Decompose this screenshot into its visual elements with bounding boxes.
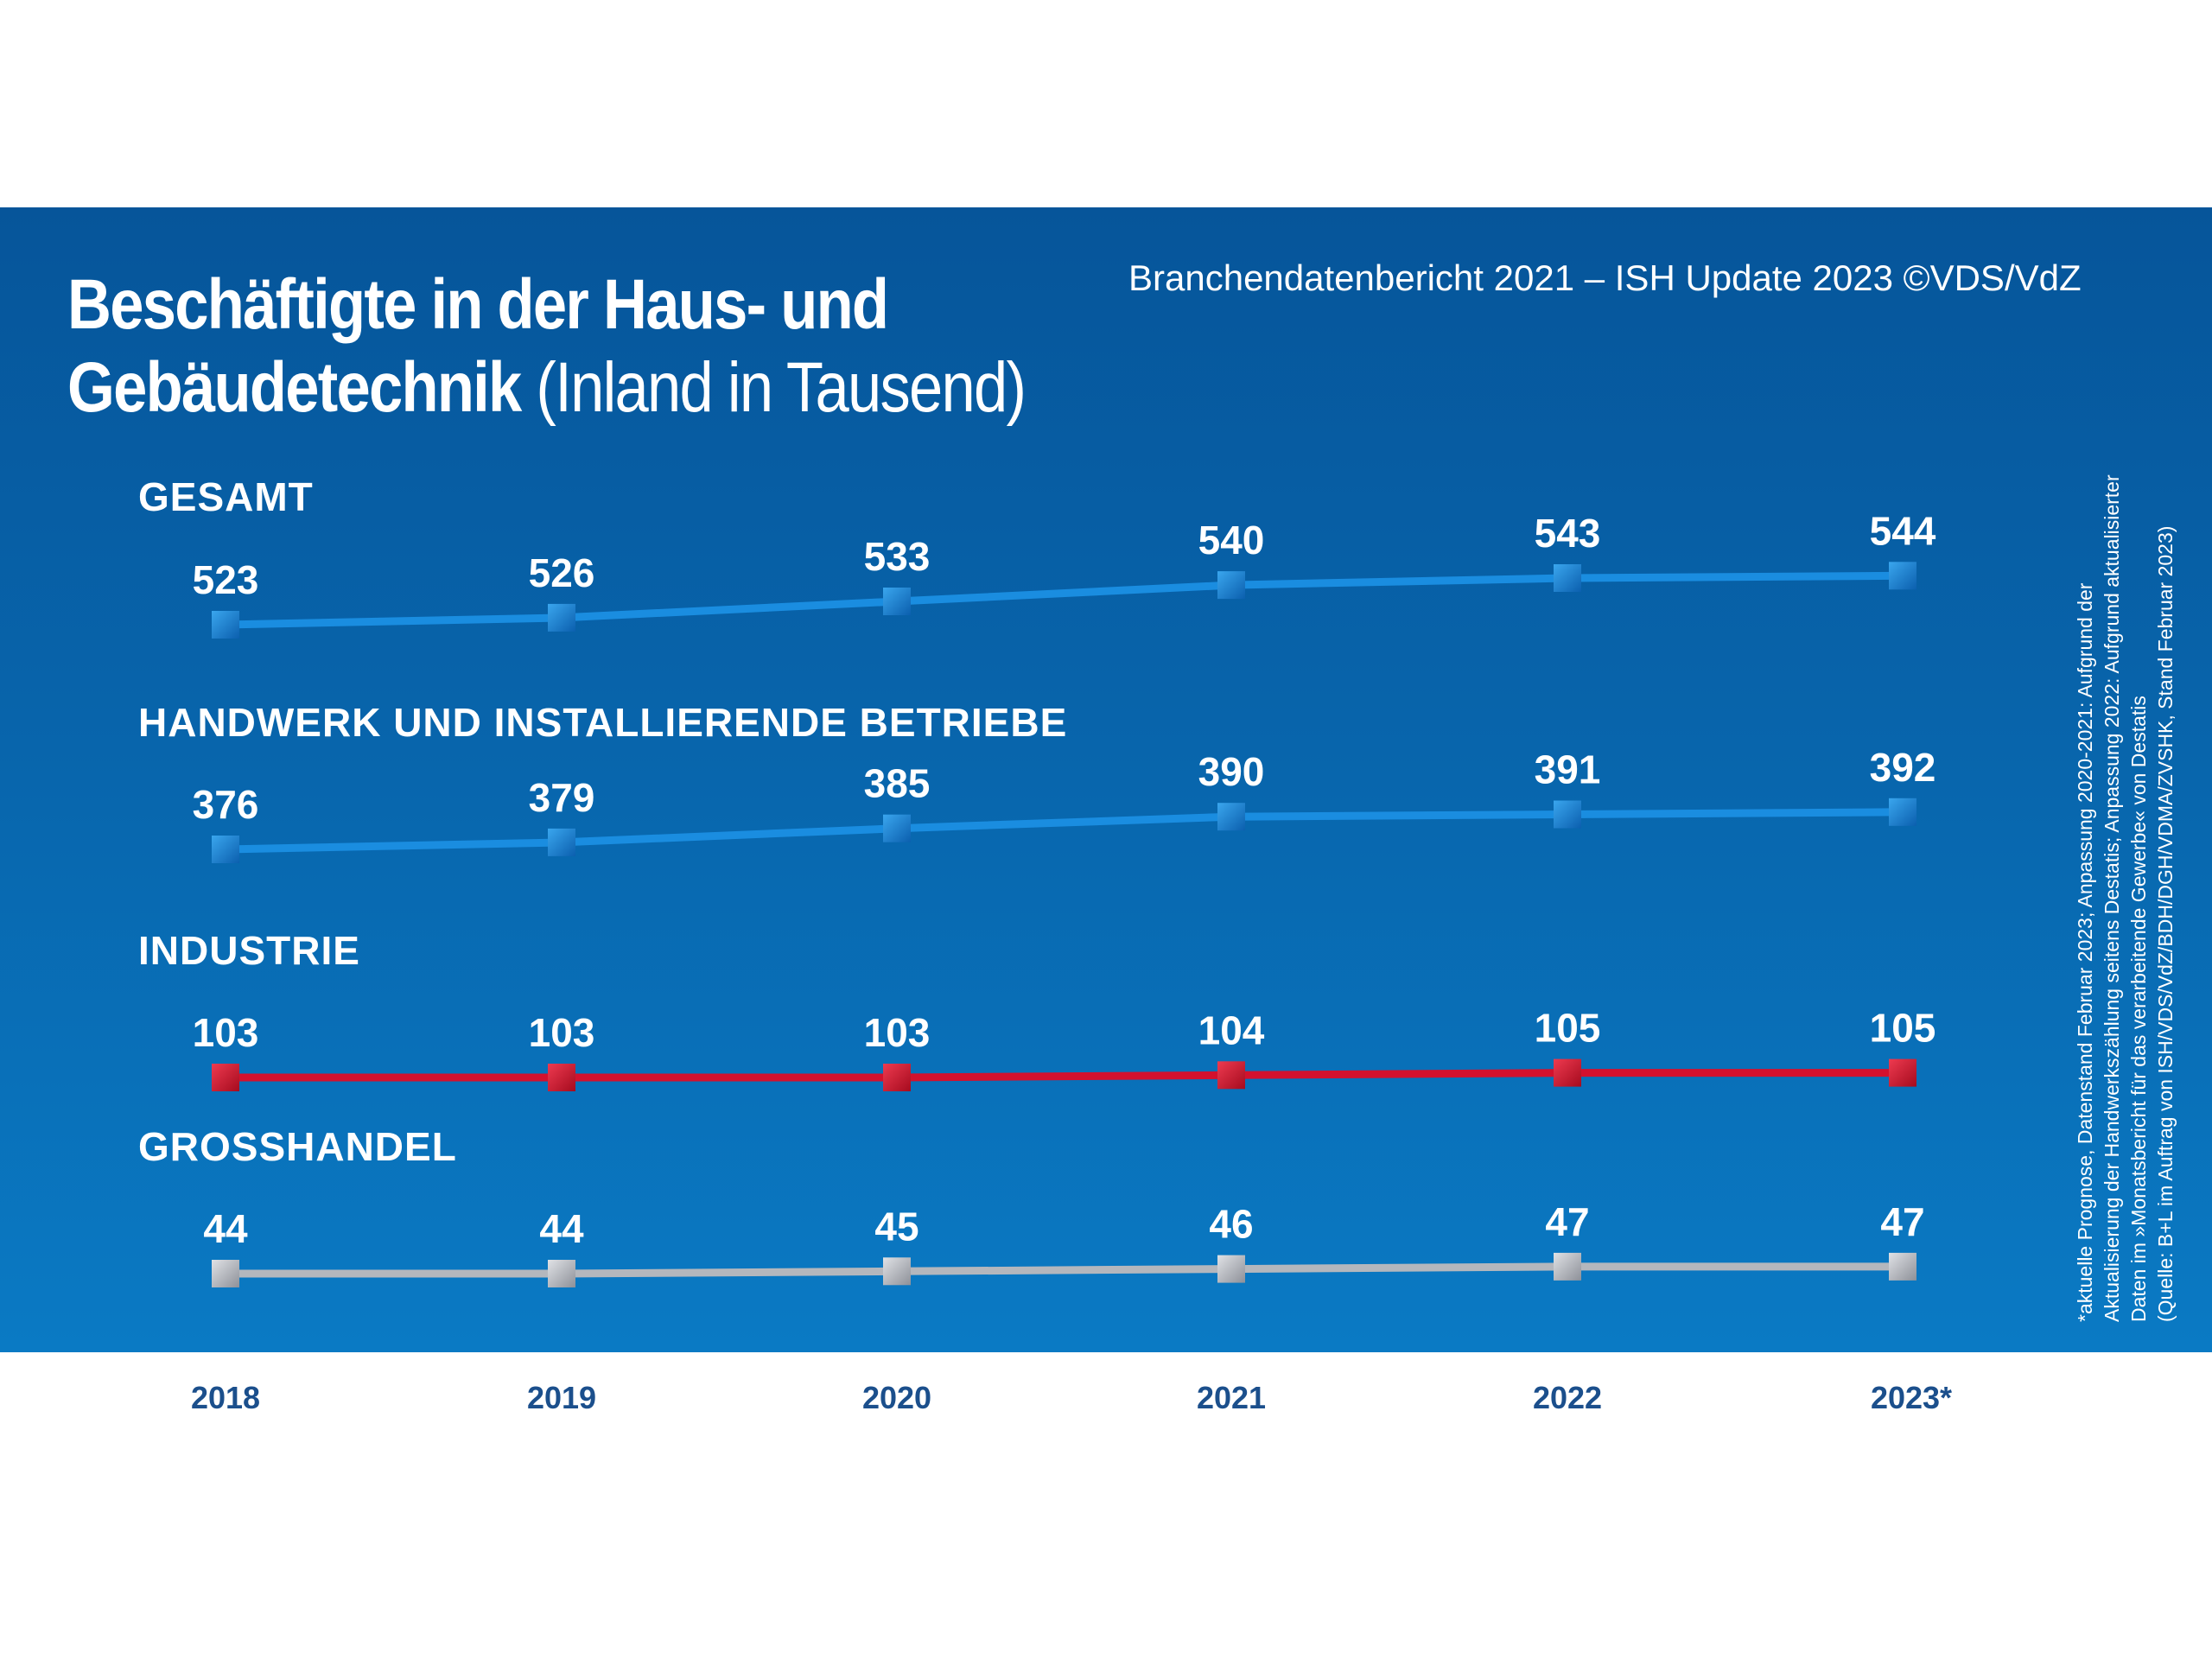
data-marker-grosshandel [212,1260,239,1287]
data-marker-industrie [548,1064,575,1091]
data-marker-gesamt [212,611,239,639]
data-label-grosshandel: 45 [874,1204,918,1249]
title-line-1: Beschäftigte in der Haus- und [67,265,889,344]
data-label-grosshandel: 44 [539,1206,584,1251]
data-label-grosshandel: 47 [1545,1199,1589,1244]
series-line-gesamt [225,571,1904,629]
data-marker-gesamt [1889,562,1916,590]
data-label-gesamt: 543 [1535,511,1601,556]
data-marker-grosshandel [883,1257,911,1286]
data-label-handwerk: 376 [193,782,259,827]
x-tick-label: 2018 [191,1380,260,1415]
data-label-gesamt: 540 [1198,518,1265,563]
data-marker-handwerk [1554,800,1581,829]
data-label-gesamt: 544 [1870,508,1936,553]
footnote-line: (Quelle: B+L im Auftrag von ISH/VDS/VdZ/… [2154,525,2177,1322]
data-marker-handwerk [1217,803,1245,831]
title-bold: Gebäudetechnik [67,348,522,427]
x-tick-label: 2020 [862,1380,931,1415]
data-label-industrie: 104 [1198,1007,1265,1052]
data-marker-industrie [1554,1058,1581,1087]
data-marker-handwerk [1889,798,1916,826]
footnote-line: Aktualisierung der Handwerkszählung seit… [2101,474,2123,1322]
data-marker-industrie [1889,1058,1916,1087]
series-label-handwerk: HANDWERK UND INSTALLIERENDE BETRIEBE [138,700,1068,745]
data-marker-gesamt [1217,571,1245,600]
data-marker-industrie [212,1064,239,1091]
footnote: *aktuelle Prognose, Datenstand Februar 2… [2072,346,2179,1322]
data-marker-grosshandel [1217,1255,1245,1283]
data-label-handwerk: 385 [864,761,931,806]
data-label-gesamt: 533 [864,534,931,579]
data-label-gesamt: 523 [193,557,259,602]
data-marker-industrie [1217,1061,1245,1090]
x-tick-label: 2019 [527,1380,596,1415]
data-label-industrie: 105 [1870,1006,1936,1051]
series-line-grosshandel [226,1262,1903,1278]
source-credit: Branchendatenbericht 2021 – ISH Update 2… [1128,257,2082,298]
data-label-industrie: 105 [1535,1006,1601,1051]
series-label-grosshandel: GROSSHANDEL [138,1124,457,1169]
x-tick-label: 2023* [1871,1380,1952,1415]
series-line-handwerk [225,808,1904,854]
data-label-grosshandel: 44 [203,1206,248,1251]
x-tick-label: 2022 [1533,1380,1602,1415]
data-label-industrie: 103 [193,1010,259,1055]
series-line-industrie [226,1069,1903,1082]
data-marker-handwerk [548,828,575,856]
data-label-grosshandel: 46 [1209,1202,1253,1247]
data-marker-handwerk [883,814,911,842]
data-label-handwerk: 379 [529,775,595,820]
data-marker-grosshandel [1889,1252,1916,1281]
data-label-handwerk: 392 [1870,745,1936,790]
data-label-grosshandel: 47 [1880,1199,1924,1244]
series-label-gesamt: GESAMT [138,474,314,519]
series-label-industrie: INDUSTRIE [138,928,360,973]
data-label-gesamt: 526 [529,550,595,595]
x-tick-label: 2021 [1197,1380,1266,1415]
title-line-2: Gebäudetechnik (Inland in Tausend) [67,346,1027,429]
data-label-handwerk: 391 [1535,747,1601,792]
footnote-line: *aktuelle Prognose, Datenstand Februar 2… [2074,582,2096,1322]
chart-title: Beschäftigte in der Haus- und Gebäudetec… [67,264,1027,429]
data-label-industrie: 103 [529,1010,595,1055]
chart-panel [0,207,2212,1352]
data-marker-gesamt [548,603,575,632]
data-marker-industrie [883,1064,911,1091]
title-unit: (Inland in Tausend) [520,348,1027,427]
footnote-line: Daten im »Monatsbericht für das verarbei… [2127,696,2150,1322]
data-label-industrie: 103 [864,1010,931,1055]
data-marker-grosshandel [1554,1252,1581,1281]
data-marker-handwerk [212,836,239,863]
data-marker-gesamt [1554,564,1581,592]
data-label-handwerk: 390 [1198,749,1265,794]
data-marker-gesamt [883,588,911,615]
data-marker-grosshandel [548,1260,575,1287]
